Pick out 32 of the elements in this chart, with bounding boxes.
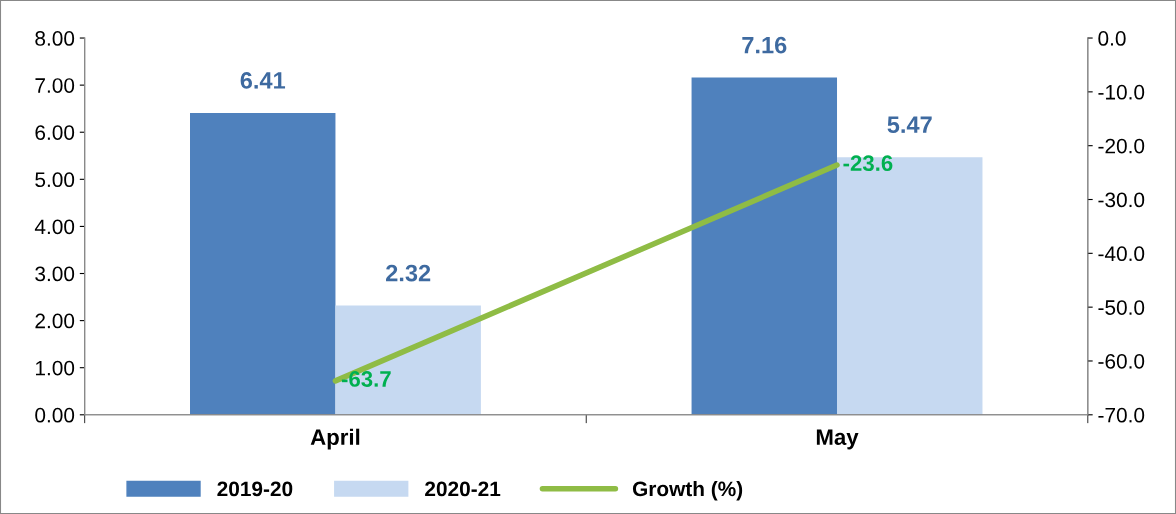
- y-tick-label: 3.00: [35, 266, 75, 282]
- legend-label: 2020-21: [425, 481, 501, 497]
- data-label: -23.6: [843, 155, 893, 172]
- y2-tick-label: -50.0: [1098, 300, 1145, 315]
- x-tick-label: May: [816, 429, 859, 450]
- y2-tick-label: -70.0: [1098, 407, 1145, 423]
- bar: [691, 77, 838, 415]
- y-tick-label: 6.00: [35, 125, 75, 140]
- legend-label: Growth (%): [632, 480, 743, 501]
- y2-tick-label: -30.0: [1098, 192, 1145, 208]
- data-label: 6.41: [240, 72, 286, 89]
- legend-label: 2019-20: [217, 481, 293, 497]
- data-label: 2.32: [386, 264, 431, 282]
- data-label: 7.16: [742, 36, 787, 54]
- y2-tick-label: -60.0: [1098, 353, 1145, 369]
- y2-tick-label: 0.0: [1098, 31, 1126, 46]
- x-tick-label: April: [310, 428, 360, 450]
- y2-tick-label: -40.0: [1098, 246, 1145, 262]
- y2-tick-label: -10.0: [1098, 84, 1145, 100]
- y-tick-label: 0.00: [35, 407, 75, 423]
- y-tick-label: 5.00: [35, 172, 75, 188]
- y-tick-label: 8.00: [35, 31, 75, 46]
- y-tick-label: 2.00: [35, 313, 75, 329]
- bar: [837, 157, 983, 415]
- bar: [335, 305, 481, 415]
- y-tick-label: 1.00: [35, 360, 75, 376]
- data-label: 5.47: [887, 116, 932, 134]
- y-tick-label: 7.00: [35, 78, 75, 93]
- data-label: -63.7: [341, 371, 391, 387]
- bar: [190, 112, 336, 415]
- y-tick-label: 4.00: [34, 219, 75, 235]
- y2-tick-label: -20.0: [1098, 138, 1145, 154]
